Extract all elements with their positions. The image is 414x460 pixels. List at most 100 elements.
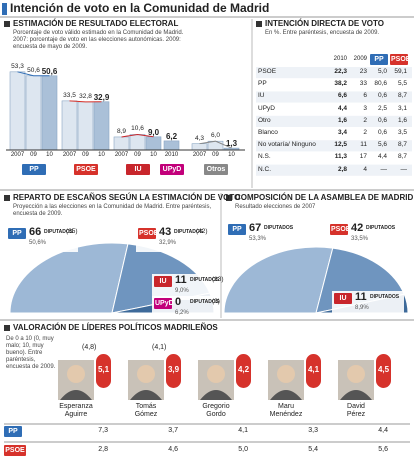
party-logo [330, 224, 348, 235]
bar [191, 143, 208, 151]
x-tick-label: 10 [150, 152, 157, 158]
score-badge [236, 354, 251, 388]
party-logo [334, 293, 352, 304]
bar [25, 75, 42, 151]
psoe-score: 4,6 [168, 446, 178, 453]
leader-name: Esperanza [59, 403, 93, 410]
party-name: PP [8, 427, 18, 435]
vote-share: 9,0% [175, 288, 189, 294]
row-label: Otro [258, 116, 271, 124]
leader-name: Aguirre [64, 411, 88, 418]
previous-seats: (13) [212, 276, 224, 283]
subtitle: En %. Entre paréntesis, encuesta de 2009… [265, 30, 380, 36]
party-logo [126, 164, 150, 175]
photo-head [277, 365, 295, 383]
bullet [4, 195, 10, 201]
party-logo [8, 228, 26, 239]
cell: 11,3 [334, 153, 347, 161]
bar [9, 71, 26, 151]
photo-body [60, 390, 92, 400]
subtitle: Porcentaje de voto válido estimado en la… [13, 30, 184, 50]
row-label: Blanco [258, 129, 278, 136]
row-bg [256, 164, 412, 176]
bar [163, 140, 180, 151]
pp-score: 4,1 [238, 427, 248, 434]
x-tick-label: 09 [82, 152, 89, 158]
bar [113, 136, 130, 151]
party-logo [154, 276, 172, 287]
trend-line [199, 140, 232, 149]
leader-name: Gordo [206, 411, 226, 418]
value-label: 33,5 [63, 91, 76, 99]
vote-share: 33,5% [351, 236, 369, 242]
vote-share: 6,2% [175, 310, 189, 316]
cell: 38,2 [334, 80, 347, 88]
row-bg [256, 115, 412, 127]
seat-count: 67 [249, 222, 262, 234]
party-logo [228, 224, 246, 235]
cell: 6 [363, 92, 367, 100]
row-bg [256, 67, 412, 79]
subtitle: Proyección a las elecciones en la Comuni… [13, 204, 212, 217]
party-logo [160, 164, 184, 175]
party-logo [154, 298, 172, 309]
trend-line [69, 100, 102, 103]
cell: 3,1 [397, 104, 407, 112]
bar [41, 75, 58, 151]
cell: 3,4 [337, 129, 347, 136]
seat-count: 43 [159, 226, 172, 238]
value-label: 6,0 [210, 132, 221, 140]
x-tick-label: 2010 [164, 152, 179, 158]
party-logo [4, 426, 22, 437]
cell: 23 [359, 68, 367, 75]
cell: 22,3 [334, 68, 347, 75]
row-label: PSOE [258, 68, 277, 75]
score-badge [306, 354, 321, 388]
section-title: INTENCIÓN DIRECTA DE VOTO [265, 19, 384, 28]
seat-count: 66 [29, 226, 42, 238]
cell: 17 [359, 153, 367, 161]
x-tick-label: 10 [46, 152, 53, 158]
pp-score: 7,3 [98, 427, 108, 434]
cell: — [400, 165, 408, 173]
subtitle: De 0 a 10 (0, muy malo; 10, muy bueno). … [6, 336, 56, 370]
value-label: 9,0 [147, 127, 160, 137]
psoe-score: 5,4 [308, 446, 318, 453]
bar [77, 101, 94, 151]
row-label: N.C. [258, 165, 271, 173]
x-tick-label: 2007 [62, 152, 77, 158]
cell: 12,5 [334, 141, 347, 149]
photo-head [67, 365, 85, 383]
seat-count: 11 [355, 291, 367, 303]
seat-unit: DIPUTADOS [44, 229, 74, 235]
cell: 3 [363, 104, 367, 112]
party-name: Otros [206, 165, 226, 173]
pp-score: 4,4 [378, 427, 388, 434]
value-label: 50,6 [41, 66, 58, 76]
cell: 8,7 [397, 153, 407, 161]
cell: 2 [363, 116, 367, 124]
party-name: PP [12, 229, 22, 237]
photo-body [200, 390, 232, 400]
photo-head [207, 365, 225, 383]
value-label: 50,6 [27, 66, 40, 74]
psoe-score: 5,0 [238, 446, 248, 453]
leader-score: 3,9 [167, 365, 180, 374]
row-label: No votaría/ Ninguno [258, 141, 316, 149]
party-logo [22, 164, 46, 175]
leader-score: 5,1 [97, 365, 110, 374]
x-tick-label: 2007 [192, 152, 207, 158]
party-name: PP [232, 225, 242, 233]
cell: 33 [359, 80, 367, 88]
x-tick-label: 09 [134, 152, 141, 158]
section-title: REPARTO DE ESCAÑOS SEGÚN LA ESTIMACIÓN D… [13, 193, 241, 202]
photo-head [137, 365, 155, 383]
cell: 11 [360, 141, 367, 149]
value-label: 1,3 [225, 139, 238, 149]
cell: — [380, 165, 388, 173]
row-bg [256, 152, 412, 164]
party-logo [138, 228, 156, 239]
seat-unit: DIPUTADOS [174, 229, 204, 235]
